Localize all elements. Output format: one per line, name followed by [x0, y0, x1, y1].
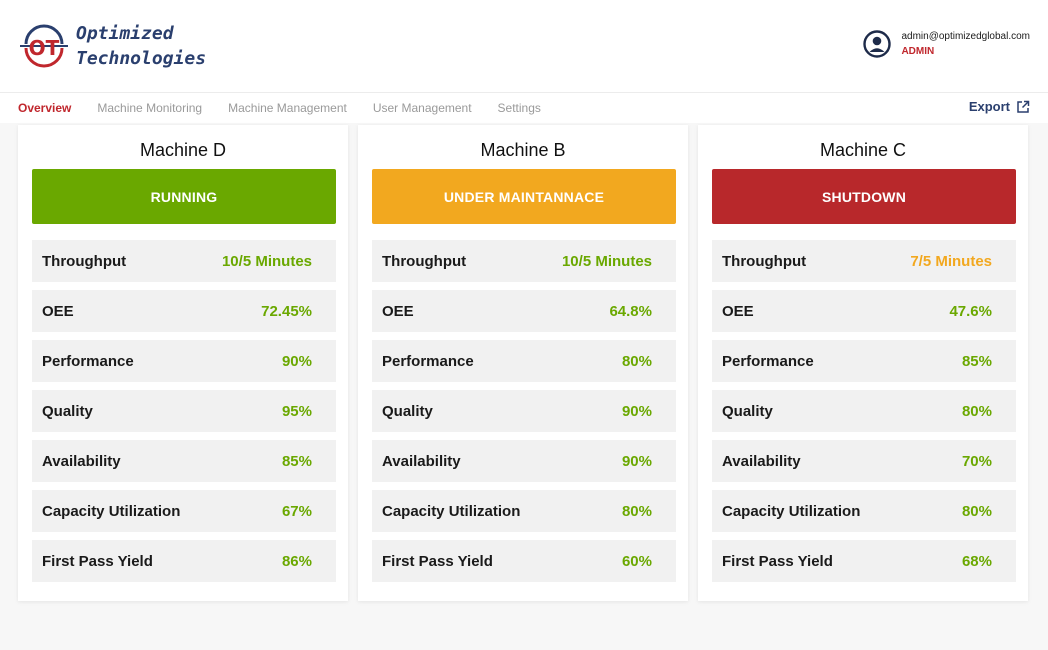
app-header: OT Optimized Technologies admin@optimize…	[0, 0, 1048, 93]
machine-name: Machine C	[819, 140, 907, 160]
metric-value: 70%	[961, 452, 992, 470]
metric-label: OEE	[722, 302, 754, 320]
metrics-list: Throughput 10/5 Minutes OEE 72.45% Perfo…	[32, 240, 336, 590]
metric-label: Capacity Utilization	[722, 502, 861, 520]
metric-row-performance: Performance 90%	[32, 340, 336, 382]
nav-tabs: Overview Machine Monitoring Machine Mana…	[18, 101, 567, 115]
metric-label: Capacity Utilization	[382, 502, 521, 520]
metric-value: 85%	[961, 352, 992, 370]
tab-machine-monitoring[interactable]: Machine Monitoring	[97, 101, 203, 115]
machine-card: Machine D RUNNING Throughput 10/5 Minute…	[18, 125, 348, 601]
metric-row-performance: Performance 80%	[372, 340, 676, 382]
metric-label: Quality	[42, 402, 93, 420]
machine-name: Machine B	[480, 140, 566, 160]
metric-value: 68%	[961, 552, 992, 570]
metric-label: First Pass Yield	[382, 552, 493, 570]
external-link-icon	[1017, 100, 1030, 113]
metric-value: 85%	[281, 452, 312, 470]
metric-row-first-pass-yield: First Pass Yield 86%	[32, 540, 336, 582]
tab-settings[interactable]: Settings	[497, 101, 541, 115]
user-email: admin@optimizedglobal.com	[901, 31, 1030, 42]
metric-row-first-pass-yield: First Pass Yield 60%	[372, 540, 676, 582]
metric-value: 10/5 Minutes	[221, 252, 312, 270]
metric-label: OEE	[382, 302, 414, 320]
metric-label: Quality	[722, 402, 773, 420]
machine-name: Machine D	[139, 140, 227, 160]
metric-row-throughput: Throughput 10/5 Minutes	[32, 240, 336, 282]
metric-value: 95%	[281, 402, 312, 420]
export-label: Export	[968, 99, 1010, 114]
metric-label: Performance	[722, 352, 814, 370]
export-button[interactable]: Export	[969, 99, 1030, 114]
metric-label: Availability	[42, 452, 121, 470]
metric-label: Throughput	[42, 252, 127, 270]
metric-value: 72.45%	[261, 302, 312, 320]
metric-value: 47.6%	[949, 302, 992, 320]
metric-value: 90%	[281, 352, 312, 370]
metric-label: Throughput	[722, 252, 807, 270]
machine-card: Machine C SHUTDOWN Throughput 7/5 Minute…	[698, 125, 1028, 601]
metric-row-throughput: Throughput 7/5 Minutes	[712, 240, 1016, 282]
metric-value: 67%	[281, 502, 312, 520]
metric-label: Availability	[382, 452, 461, 470]
status-badge: SHUTDOWN	[712, 169, 1016, 224]
metrics-list: Throughput 7/5 Minutes OEE 47.6% Perform…	[712, 240, 1016, 590]
metric-label: OEE	[42, 302, 74, 320]
metric-label: Performance	[382, 352, 474, 370]
metric-value: 10/5 Minutes	[561, 252, 652, 270]
metric-value: 80%	[621, 502, 652, 520]
metric-value: 80%	[961, 402, 992, 420]
metric-value: 64.8%	[609, 302, 652, 320]
status-badge: RUNNING	[32, 169, 336, 224]
metric-row-capacity-utilization: Capacity Utilization 67%	[32, 490, 336, 532]
metric-row-quality: Quality 95%	[32, 390, 336, 432]
metric-row-capacity-utilization: Capacity Utilization 80%	[712, 490, 1016, 532]
metric-row-throughput: Throughput 10/5 Minutes	[372, 240, 676, 282]
tab-machine-management[interactable]: Machine Management	[228, 101, 347, 115]
metric-value: 80%	[961, 502, 992, 520]
metric-row-oee: OEE 47.6%	[712, 290, 1016, 332]
metric-value: 80%	[621, 352, 652, 370]
brand-name-line1: Optimized	[76, 23, 174, 44]
user-menu[interactable]: admin@optimizedglobal.com ADMIN	[863, 30, 1030, 58]
metric-row-capacity-utilization: Capacity Utilization 80%	[372, 490, 676, 532]
user-role: ADMIN	[901, 46, 935, 57]
metric-row-availability: Availability 90%	[372, 440, 676, 482]
metric-row-availability: Availability 85%	[32, 440, 336, 482]
machine-card: Machine B UNDER MAINTANNACE Throughput 1…	[358, 125, 688, 601]
metrics-list: Throughput 10/5 Minutes OEE 64.8% Perfor…	[372, 240, 676, 590]
brand-name-line2: Technologies	[76, 48, 207, 69]
main-nav: Overview Machine Monitoring Machine Mana…	[0, 93, 1048, 123]
brand-logo[interactable]: OT Optimized Technologies	[18, 20, 206, 72]
machine-cards: Machine D RUNNING Throughput 10/5 Minute…	[18, 125, 1038, 601]
metric-value: 86%	[281, 552, 312, 570]
metric-label: Performance	[42, 352, 134, 370]
metric-row-oee: OEE 72.45%	[32, 290, 336, 332]
metric-label: Throughput	[382, 252, 467, 270]
metric-row-quality: Quality 90%	[372, 390, 676, 432]
metric-row-availability: Availability 70%	[712, 440, 1016, 482]
metric-value: 90%	[621, 452, 652, 470]
metric-value: 60%	[621, 552, 652, 570]
status-badge: UNDER MAINTANNACE	[372, 169, 676, 224]
metric-value: 90%	[621, 402, 652, 420]
user-avatar-icon	[863, 30, 892, 58]
metric-label: First Pass Yield	[722, 552, 833, 570]
ot-logo-icon: OT	[20, 24, 68, 68]
metric-row-oee: OEE 64.8%	[372, 290, 676, 332]
tab-user-management[interactable]: User Management	[372, 101, 472, 115]
metric-row-first-pass-yield: First Pass Yield 68%	[712, 540, 1016, 582]
metric-row-performance: Performance 85%	[712, 340, 1016, 382]
metric-label: Availability	[722, 452, 801, 470]
metric-label: Capacity Utilization	[42, 502, 181, 520]
tab-overview[interactable]: Overview	[18, 101, 72, 115]
metric-row-quality: Quality 80%	[712, 390, 1016, 432]
svg-text:OT: OT	[29, 36, 60, 60]
metric-label: First Pass Yield	[42, 552, 153, 570]
metric-value: 7/5 Minutes	[910, 252, 992, 270]
metric-label: Quality	[382, 402, 433, 420]
